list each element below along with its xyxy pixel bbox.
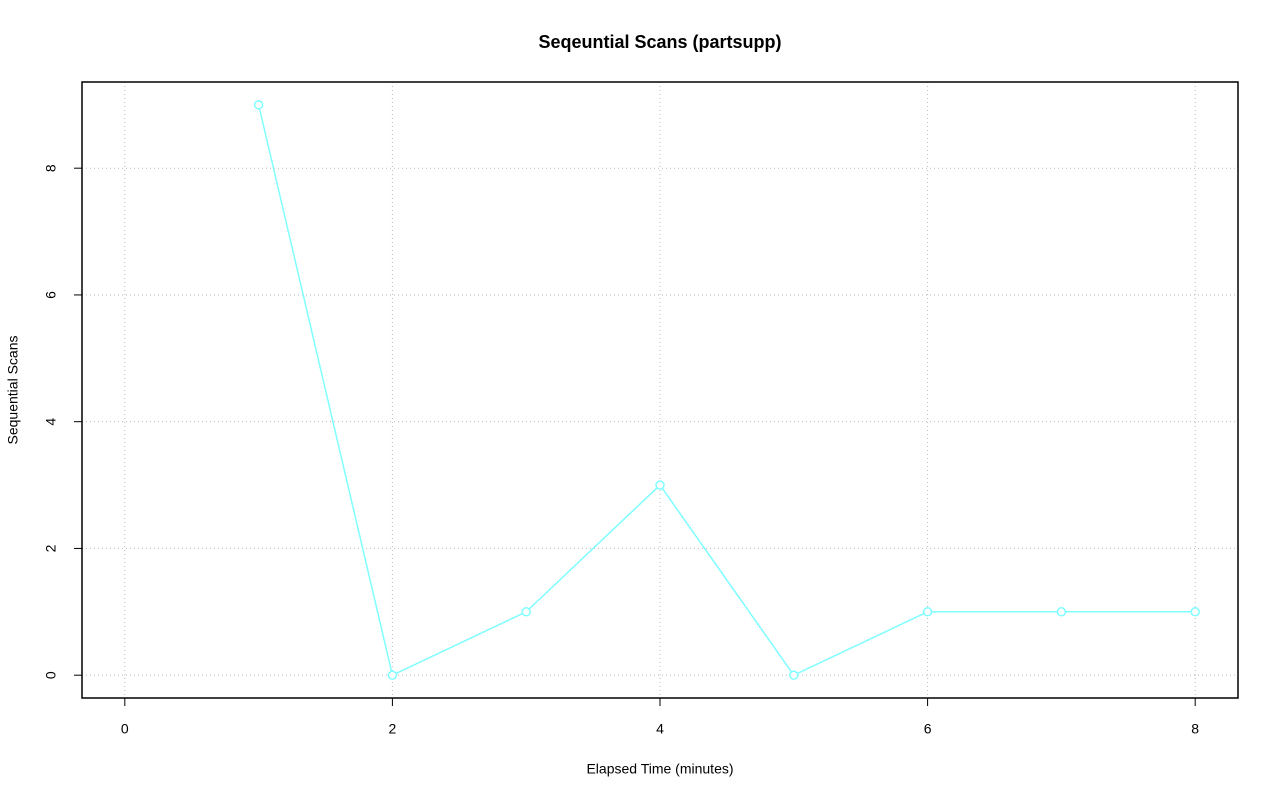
y-axis-label: Sequential Scans bbox=[5, 336, 21, 445]
x-tick-label: 2 bbox=[389, 721, 397, 737]
data-point bbox=[1190, 607, 1200, 617]
y-tick-label: 0 bbox=[43, 671, 59, 679]
data-line bbox=[257, 104, 1196, 677]
data-point bbox=[387, 670, 398, 680]
x-tick-label: 6 bbox=[924, 721, 932, 737]
y-tick-label: 4 bbox=[43, 418, 59, 426]
y-tick-label: 8 bbox=[43, 164, 59, 172]
x-tick-label: 0 bbox=[121, 721, 129, 737]
y-tick-label: 2 bbox=[43, 544, 59, 552]
chart-title: Seqeuntial Scans (partsupp) bbox=[538, 32, 781, 52]
x-tick-label: 4 bbox=[656, 721, 664, 737]
data-point bbox=[253, 100, 264, 110]
data-point bbox=[789, 670, 799, 680]
data-point bbox=[922, 607, 933, 617]
y-tick-label: 6 bbox=[43, 291, 59, 299]
data-point bbox=[655, 480, 665, 490]
x-axis-label: Elapsed Time (minutes) bbox=[586, 761, 733, 777]
x-tick-label: 8 bbox=[1191, 721, 1199, 737]
data-point bbox=[1056, 607, 1067, 617]
data-point bbox=[521, 607, 531, 617]
